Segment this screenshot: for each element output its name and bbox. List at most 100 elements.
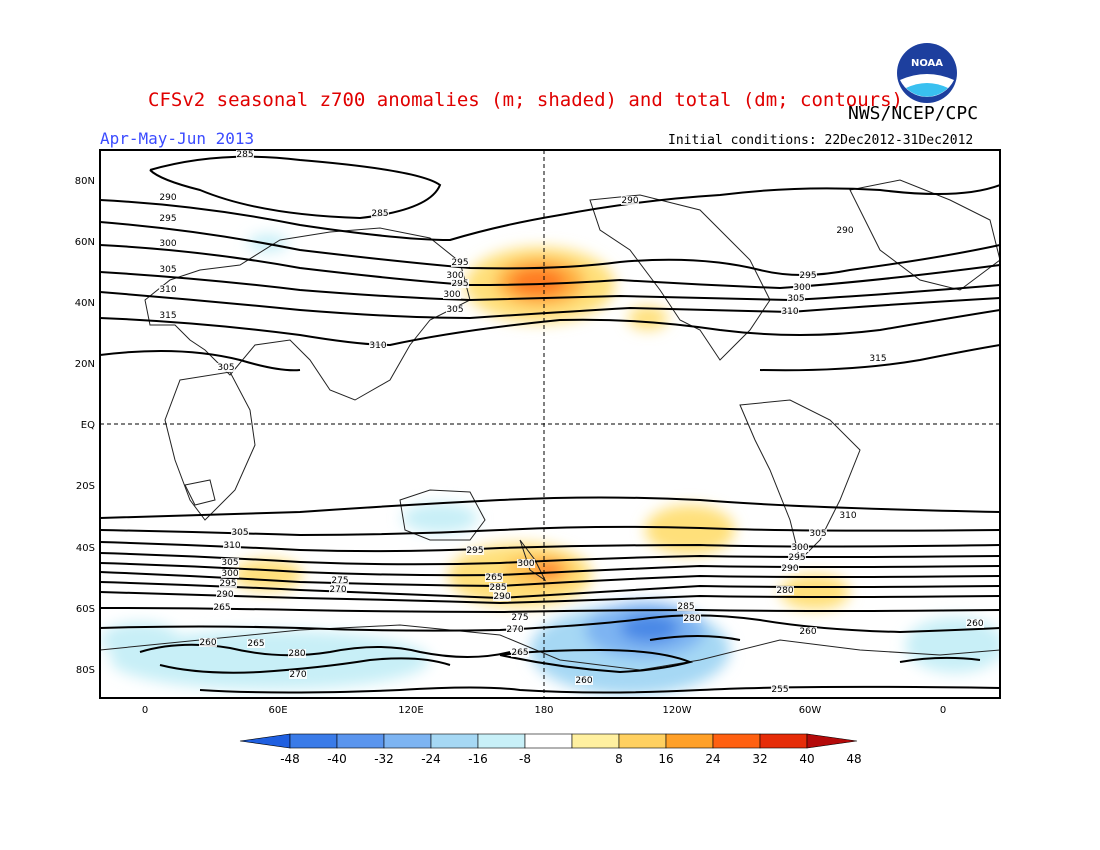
contour-label: 310 [839, 511, 856, 521]
contour-label-bg [159, 214, 177, 223]
contour-label: 255 [771, 685, 788, 695]
contour-label: 260 [799, 627, 816, 637]
contour-label-bg [159, 239, 177, 248]
anomaly-pos-nepacific [628, 306, 668, 330]
contour-label-bg [517, 559, 535, 568]
colorbar-tick-label: 8 [615, 752, 623, 766]
contour-label-bg [776, 586, 794, 595]
contour-label: 295 [451, 279, 468, 289]
contour-label-bg [791, 543, 809, 552]
colorbar-tick-label: 40 [799, 752, 814, 766]
colorbar-tick-label: -24 [421, 752, 441, 766]
contour-label: 310 [369, 341, 386, 351]
contour-label-bg [446, 271, 464, 280]
contour-label-bg [223, 541, 241, 550]
colorbar-arrow-left [239, 733, 291, 749]
contour-label-bg [799, 627, 817, 636]
contour-label: 310 [159, 285, 176, 295]
lat-label: 20N [75, 359, 95, 370]
contour-label-bg [371, 209, 389, 218]
contour-label-bg [966, 619, 984, 628]
lon-label: 60W [799, 705, 822, 716]
contour-label-bg [331, 576, 349, 585]
contour-label: 300 [791, 543, 808, 553]
contour-label-bg [788, 553, 806, 562]
contour-label-bg [771, 685, 789, 694]
contour-label-bg [451, 258, 469, 267]
contour-label: 280 [683, 614, 700, 624]
contour-label-bg [159, 265, 177, 274]
contour-label-bg [809, 529, 827, 538]
colorbar-tick-label: 24 [705, 752, 720, 766]
lon-label: 180 [534, 705, 553, 716]
colorbar-swatch [665, 733, 714, 749]
colorbar-tick-label: -16 [468, 752, 488, 766]
contour-labels: 2852902953003053103152902953003053103152… [159, 150, 984, 695]
colorbar-tick-label: -40 [327, 752, 347, 766]
initial-conditions-label: Initial conditions: 22Dec2012-31Dec2012 [668, 133, 974, 148]
contour-label: 285 [371, 209, 388, 219]
contour-label-bg [451, 279, 469, 288]
lat-label: 40N [75, 298, 95, 309]
contour-label-bg [781, 564, 799, 573]
contour-label: 305 [809, 529, 826, 539]
contour-label-bg [216, 590, 234, 599]
colorbar-swatch [759, 733, 808, 749]
contour-label: 300 [446, 271, 463, 281]
contour-label-bg [799, 271, 817, 280]
contour-label: 260 [575, 676, 592, 686]
contour-label: 305 [159, 265, 176, 275]
colorbar-arrow-right [806, 733, 858, 749]
colorbar-swatch [383, 733, 432, 749]
contour-label-bg [199, 638, 217, 647]
contour-label-bg [511, 613, 529, 622]
lat-label: 60N [75, 237, 95, 248]
contour-label: 295 [799, 271, 816, 281]
contour-label-bg [781, 307, 799, 316]
contour-label-bg [683, 614, 701, 623]
contour-label-bg [787, 294, 805, 303]
contour-label-bg [869, 354, 887, 363]
anomaly-neg-antarctic-east [905, 617, 1000, 673]
lat-label: EQ [81, 420, 95, 431]
contour-label: 290 [493, 592, 510, 602]
contour-label: 295 [466, 546, 483, 556]
anomaly-shading [100, 150, 1000, 698]
contour-label: 285 [489, 583, 506, 593]
contour-label: 265 [511, 648, 528, 658]
colorbar-tick-label: -48 [280, 752, 300, 766]
colorbar-swatch [289, 733, 338, 749]
contour-label: 305 [217, 363, 234, 373]
contour-label-bg [213, 603, 231, 612]
season-label: Apr-May-Jun 2013 [100, 129, 255, 148]
contour-label-bg [288, 649, 306, 658]
contour-label-bg [236, 150, 254, 159]
contour-label: 305 [446, 305, 463, 315]
contour-label: 295 [219, 579, 236, 589]
colorbar-swatch [524, 733, 573, 749]
contour-label-bg [159, 285, 177, 294]
contour-label-bg [247, 639, 265, 648]
logo-text: NOAA [911, 58, 943, 69]
colorbar: -48 -40 -32 -24 -16 -8 8 16 24 32 40 48 [239, 733, 862, 766]
contour-label: 315 [159, 311, 176, 321]
lon-label: 120E [398, 705, 423, 716]
contour-label: 305 [231, 528, 248, 538]
contour-label-bg [221, 569, 239, 578]
contour-label-bg [217, 363, 235, 372]
contour-label: 285 [677, 602, 694, 612]
colorbar-swatch [571, 733, 620, 749]
contour-label-bg [369, 341, 387, 350]
contour-label-bg [329, 585, 347, 594]
contour-label-bg [511, 648, 529, 657]
contour-label-bg [466, 546, 484, 555]
colorbar-swatch [477, 733, 526, 749]
contour-label: 315 [869, 354, 886, 364]
contour-label: 295 [159, 214, 176, 224]
anomaly-pos-indian [233, 559, 303, 591]
contour-label: 280 [288, 649, 305, 659]
contour-label: 260 [966, 619, 983, 629]
colorbar-swatch [618, 733, 667, 749]
anomaly-pos-satlantic [780, 574, 850, 610]
